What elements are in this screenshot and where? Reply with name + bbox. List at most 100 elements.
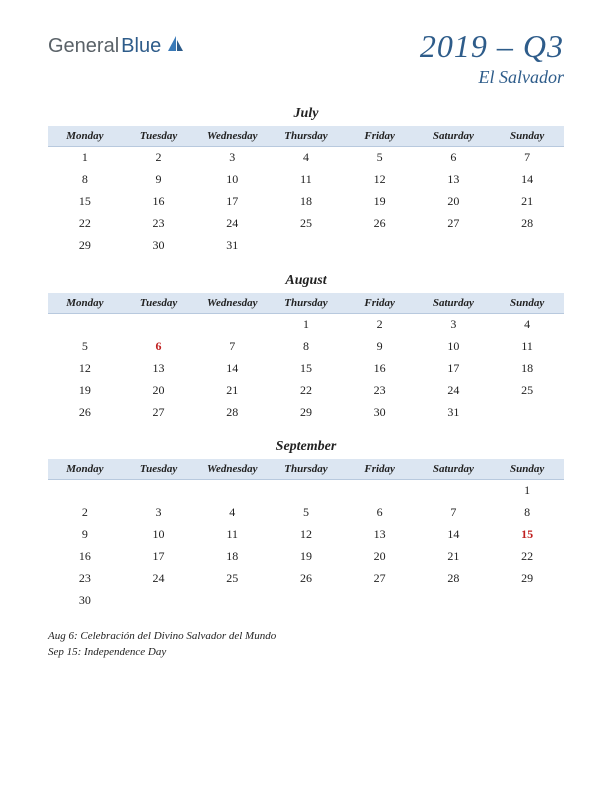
calendar-cell: 24	[195, 213, 269, 235]
calendar-cell: 6	[122, 335, 196, 357]
calendar-cell: 11	[490, 335, 564, 357]
day-header: Monday	[48, 293, 122, 314]
calendar-cell: 15	[490, 524, 564, 546]
calendar-table: MondayTuesdayWednesdayThursdayFridaySatu…	[48, 293, 564, 424]
calendar-cell: 12	[48, 357, 122, 379]
calendar-cell: 11	[269, 169, 343, 191]
calendar-cell: 14	[490, 169, 564, 191]
calendar-cell: 8	[490, 502, 564, 524]
calendar-cell: 25	[269, 213, 343, 235]
calendar-cell: 28	[195, 401, 269, 423]
calendar-cell: 3	[417, 313, 491, 335]
day-header: Thursday	[269, 293, 343, 314]
calendar-cell	[48, 313, 122, 335]
calendar-cell	[417, 235, 491, 257]
logo: GeneralBlue	[48, 34, 185, 59]
calendar-row: 22232425262728	[48, 213, 564, 235]
calendar-cell: 8	[269, 335, 343, 357]
day-header: Saturday	[417, 126, 491, 147]
calendar-row: 567891011	[48, 335, 564, 357]
calendar-cell: 29	[269, 401, 343, 423]
calendar-cell: 10	[195, 169, 269, 191]
calendar-cell	[417, 590, 491, 612]
calendar-cell	[269, 590, 343, 612]
calendars-container: JulyMondayTuesdayWednesdayThursdayFriday…	[48, 106, 564, 612]
calendar-cell	[490, 401, 564, 423]
day-header: Wednesday	[195, 126, 269, 147]
calendar-cell: 2	[343, 313, 417, 335]
calendar-row: 1234567	[48, 147, 564, 169]
calendar-cell: 22	[48, 213, 122, 235]
calendar-cell: 12	[269, 524, 343, 546]
calendar-cell: 20	[122, 379, 196, 401]
calendar-row: 12131415161718	[48, 357, 564, 379]
calendar-row: 262728293031	[48, 401, 564, 423]
calendar-cell: 5	[343, 147, 417, 169]
day-header: Friday	[343, 459, 417, 480]
calendar-cell: 7	[417, 502, 491, 524]
calendar-row: 2345678	[48, 502, 564, 524]
calendar-cell: 31	[417, 401, 491, 423]
calendar-cell: 26	[343, 213, 417, 235]
calendar-cell: 30	[122, 235, 196, 257]
calendar-cell: 22	[269, 379, 343, 401]
calendar-cell: 21	[417, 546, 491, 568]
day-header: Sunday	[490, 459, 564, 480]
calendar-cell	[195, 590, 269, 612]
calendar-cell	[122, 313, 196, 335]
calendar-cell: 6	[343, 502, 417, 524]
title-block: 2019 – Q3 El Salvador	[420, 28, 564, 88]
calendar-cell: 26	[48, 401, 122, 423]
calendar-cell: 2	[122, 147, 196, 169]
calendar-cell	[490, 235, 564, 257]
calendar-cell: 18	[269, 191, 343, 213]
calendar-cell	[48, 480, 122, 502]
month-name: September	[48, 439, 564, 455]
calendar-cell: 18	[195, 546, 269, 568]
calendar-cell	[195, 480, 269, 502]
logo-text-blue: Blue	[121, 35, 161, 58]
calendar-cell: 21	[490, 191, 564, 213]
calendar-cell: 23	[343, 379, 417, 401]
calendar-cell: 2	[48, 502, 122, 524]
calendar-cell: 29	[490, 568, 564, 590]
calendar-table: MondayTuesdayWednesdayThursdayFridaySatu…	[48, 126, 564, 257]
calendar-cell: 24	[122, 568, 196, 590]
holiday-note-line: Sep 15: Independence Day	[48, 644, 564, 661]
calendar-cell: 6	[417, 147, 491, 169]
calendar-cell: 14	[417, 524, 491, 546]
day-header: Monday	[48, 459, 122, 480]
holiday-notes: Aug 6: Celebración del Divino Salvador d…	[48, 628, 564, 661]
calendar-row: 293031	[48, 235, 564, 257]
calendar-row: 16171819202122	[48, 546, 564, 568]
calendar-row: 9101112131415	[48, 524, 564, 546]
calendar-cell: 16	[122, 191, 196, 213]
calendar-cell: 17	[417, 357, 491, 379]
calendar-cell: 12	[343, 169, 417, 191]
calendar-cell: 26	[269, 568, 343, 590]
calendar-cell: 29	[48, 235, 122, 257]
day-header: Thursday	[269, 126, 343, 147]
day-header: Sunday	[490, 293, 564, 314]
calendar-cell: 7	[490, 147, 564, 169]
country-name: El Salvador	[420, 67, 564, 88]
day-header: Tuesday	[122, 126, 196, 147]
logo-sail-icon	[165, 34, 185, 59]
calendar-cell	[417, 480, 491, 502]
day-header: Sunday	[490, 126, 564, 147]
calendar-cell	[490, 590, 564, 612]
calendar-cell	[269, 480, 343, 502]
month-name: August	[48, 273, 564, 289]
calendar-cell: 22	[490, 546, 564, 568]
calendar-row: 1234	[48, 313, 564, 335]
calendar-cell	[122, 480, 196, 502]
calendar-cell: 3	[122, 502, 196, 524]
holiday-note-line: Aug 6: Celebración del Divino Salvador d…	[48, 628, 564, 645]
calendar-row: 1	[48, 480, 564, 502]
calendar-cell: 23	[122, 213, 196, 235]
calendar-cell: 7	[195, 335, 269, 357]
calendar-row: 30	[48, 590, 564, 612]
calendar-cell: 1	[269, 313, 343, 335]
calendar-table: MondayTuesdayWednesdayThursdayFridaySatu…	[48, 459, 564, 612]
logo-text-general: General	[48, 35, 119, 58]
